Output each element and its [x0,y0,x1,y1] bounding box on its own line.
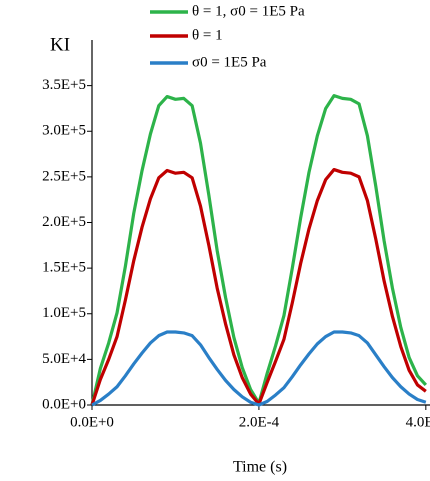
y-tick-label: 2.0E+5 [42,214,86,230]
legend-label: θ = 1, σ0 = 1E5 Pa [192,3,305,19]
y-tick-label: 2.5E+5 [42,168,86,184]
legend-label: θ = 1 [192,27,223,43]
y-tick-label: 0.0E+0 [42,396,86,412]
y-axis-label: KI [50,34,70,55]
x-tick-label: 2.0E-4 [239,414,280,430]
y-tick-label: 3.0E+5 [42,123,86,139]
y-tick-label: 1.5E+5 [42,260,86,276]
x-tick-label: 4.0E-4 [406,414,430,430]
legend-label: σ0 = 1E5 Pa [192,54,267,70]
series-line [90,167,427,406]
y-tick-label: 3.5E+5 [42,77,86,93]
x-tick-label: 0.0E+0 [70,414,114,430]
series-line [91,330,427,407]
x-axis-label: Time (s) [233,459,287,476]
y-tick-label: 5.0E+4 [42,351,86,367]
y-tick-label: 1.0E+5 [42,305,86,321]
series-line [90,94,428,406]
